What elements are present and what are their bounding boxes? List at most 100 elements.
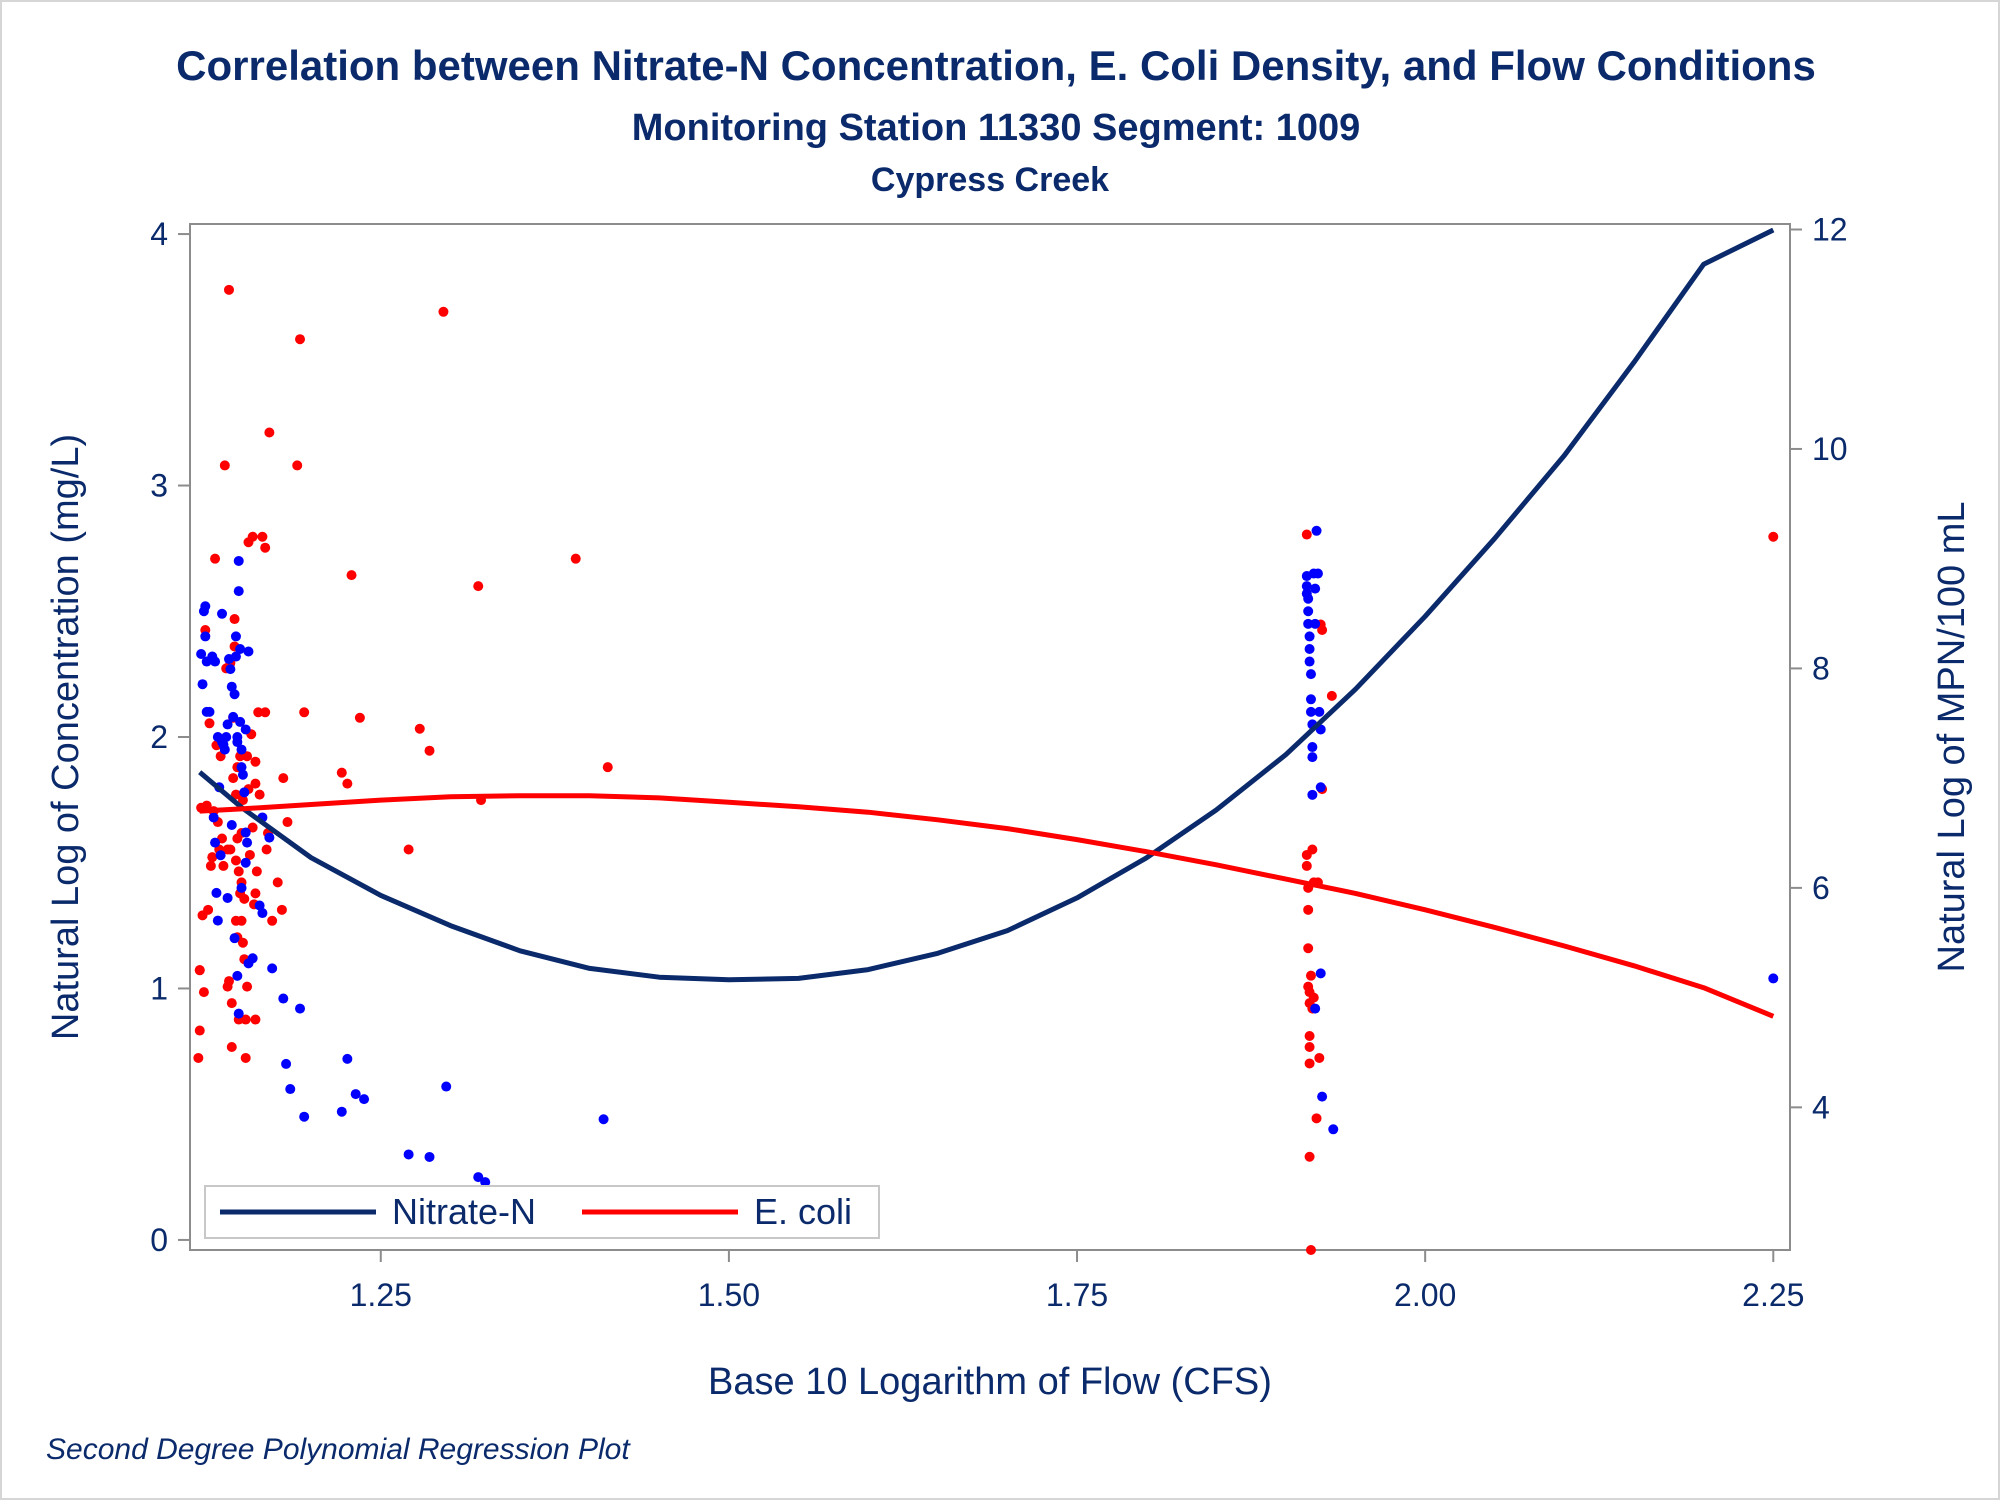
ecoli-point (251, 866, 262, 877)
nitrate-points (196, 525, 1779, 1188)
nitrate-point (228, 711, 239, 722)
ecoli-point (239, 893, 250, 904)
nitrate-point (230, 631, 241, 642)
nitrate-point (257, 908, 268, 919)
ecoli-point (240, 1052, 251, 1063)
y-left-tick-label: 4 (150, 216, 168, 252)
ecoli-point (278, 773, 289, 784)
nitrate-point (233, 1008, 244, 1019)
ecoli-point (242, 751, 253, 762)
nitrate-point (236, 762, 247, 773)
nitrate-point (1303, 618, 1314, 629)
nitrate-point (267, 963, 278, 974)
ecoli-point (219, 460, 230, 471)
ecoli-points (193, 284, 1779, 1255)
ecoli-point (247, 822, 258, 833)
nitrate-point (217, 608, 228, 619)
y-axis-left-label: Natural Log of Concentration (mg/L) (45, 434, 87, 1040)
nitrate-point (233, 586, 244, 597)
nitrate-point (359, 1094, 370, 1105)
plot-area (189, 223, 1791, 1251)
chart-title: Correlation between Nitrate-N Concentrat… (176, 42, 1816, 89)
nitrate-point (221, 732, 232, 742)
nitrate-point (243, 646, 254, 657)
nitrate-point (200, 631, 211, 642)
footnote: Second Degree Polynomial Regression Plot (46, 1433, 631, 1466)
ecoli-point (226, 998, 237, 1009)
ecoli-point (210, 553, 221, 564)
ecoli-point (233, 866, 244, 877)
nitrate-point (1311, 525, 1322, 536)
ecoli-point (254, 789, 265, 800)
x-tick-label: 1.50 (698, 1277, 760, 1313)
nitrate-point (222, 719, 233, 730)
nitrate-point (473, 1172, 484, 1183)
ecoli-point (1304, 1031, 1315, 1042)
nitrate-point (1310, 583, 1321, 594)
nitrate-point (235, 643, 246, 654)
nitrate-point (598, 1114, 609, 1125)
nitrate-point (237, 769, 248, 780)
ecoli-point (218, 860, 229, 871)
nitrate-point (240, 827, 251, 838)
ecoli-point (237, 795, 248, 806)
nitrate-point (197, 679, 208, 690)
ecoli-point (295, 334, 306, 345)
ecoli-point (1304, 1058, 1315, 1069)
nitrate-point (1768, 973, 1779, 984)
ecoli-point (257, 531, 268, 542)
nitrate-point (441, 1081, 452, 1092)
nitrate-point (1303, 606, 1314, 617)
ecoli-point (250, 778, 261, 789)
ecoli-point (201, 800, 212, 811)
nitrate-point (1328, 1124, 1339, 1135)
ecoli-point (267, 915, 278, 926)
chart-subtitle-2: Cypress Creek (871, 161, 1109, 199)
nitrate-point (226, 820, 237, 831)
legend-nitrate-label: Nitrate-N (392, 1191, 536, 1232)
nitrate-point (236, 882, 247, 893)
ecoli-point (225, 844, 236, 855)
nitrate-point (1312, 568, 1323, 579)
ecoli-point (194, 1025, 205, 1036)
ecoli-point (193, 1052, 204, 1063)
ecoli-point (473, 581, 484, 592)
nitrate-point (336, 1106, 347, 1117)
nitrate-point (222, 892, 233, 903)
ecoli-point (203, 904, 214, 915)
ecoli-point (1305, 1245, 1316, 1255)
nitrate-point (1304, 643, 1315, 654)
ecoli-point (276, 904, 287, 915)
ecoli-point (230, 789, 241, 800)
ecoli-point (250, 756, 261, 767)
ecoli-point (230, 855, 241, 866)
nitrate-point (1303, 593, 1314, 604)
legend: Nitrate-N E. coli (204, 1185, 880, 1239)
ecoli-point (240, 1014, 251, 1025)
ecoli-point (570, 553, 581, 564)
nitrate-point (350, 1089, 361, 1100)
nitrate-point (196, 649, 207, 660)
x-tick-label: 1.25 (350, 1277, 412, 1313)
nitrate-point (232, 737, 243, 748)
ecoli-point (1314, 1052, 1325, 1063)
ecoli-point (228, 773, 239, 784)
nitrate-point (1307, 752, 1318, 763)
nitrate-point (212, 915, 223, 926)
nitrate-point (1307, 789, 1318, 800)
ecoli-point (250, 888, 261, 899)
y-right-tick-label: 6 (1812, 870, 1830, 906)
nitrate-point (424, 1151, 435, 1162)
ecoli-point (261, 844, 272, 855)
nitrate-point (1317, 1091, 1328, 1102)
ecoli-point (205, 860, 216, 871)
ecoli-point (1301, 529, 1312, 540)
nitrate-point (215, 850, 226, 861)
nitrate-point (242, 837, 253, 848)
nitrate-point (342, 1053, 353, 1064)
ecoli-point (342, 778, 353, 789)
ecoli-point (403, 844, 414, 855)
y-right-tick-label: 10 (1812, 431, 1848, 467)
nitrate-point (278, 993, 289, 1004)
x-tick-label: 2.25 (1742, 1277, 1804, 1313)
